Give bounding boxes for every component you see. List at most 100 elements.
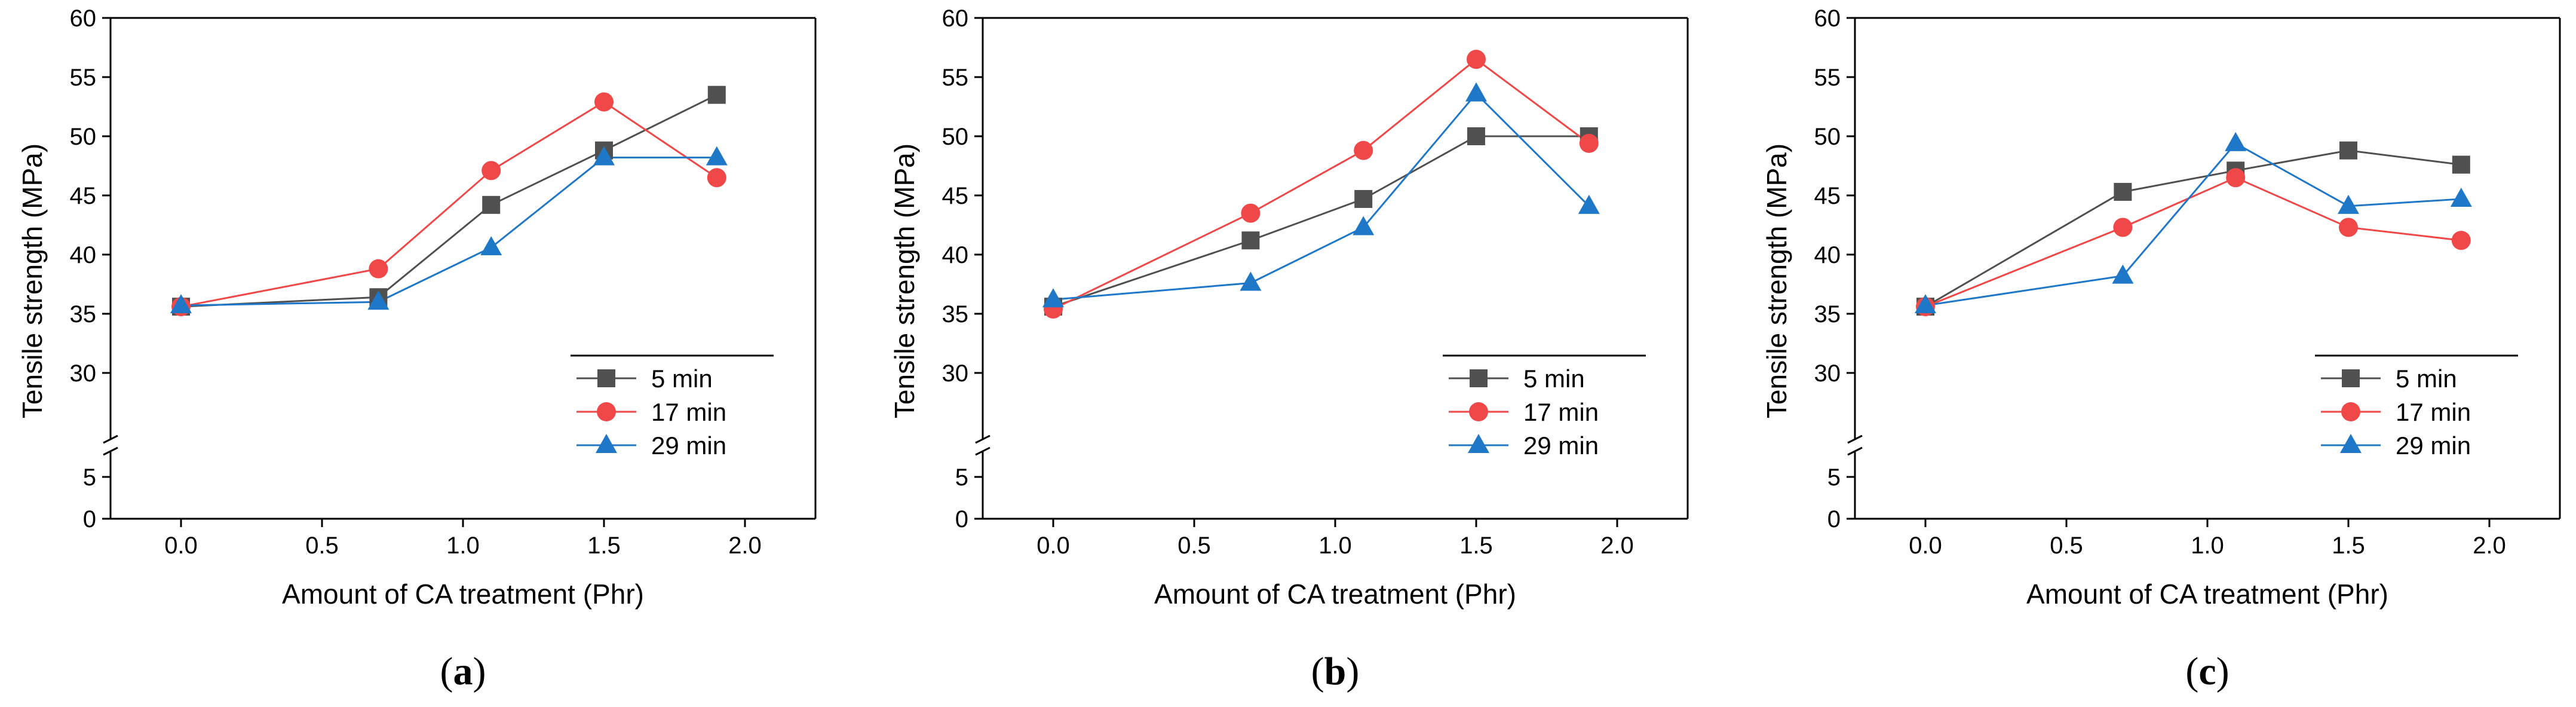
y-tick-label: 50 (1814, 124, 1841, 150)
x-tick-label: 0.0 (1909, 532, 1942, 559)
data-point-5-min (1467, 127, 1485, 145)
data-point-5-min (707, 85, 726, 104)
data-point-29-min (593, 146, 615, 166)
legend-label: 17 min (2396, 398, 2471, 426)
data-point-5-min (2339, 141, 2357, 160)
series-line-17-min (1053, 58, 1590, 310)
panel-label: (c) (2185, 650, 2229, 693)
x-axis-title: Amount of CA treatment (Phr) (2026, 579, 2388, 610)
legend-label: 5 min (2396, 365, 2457, 393)
data-point-17-min (1241, 203, 1261, 223)
legend-marker (2341, 402, 2360, 421)
y-tick-label: 30 (70, 360, 97, 387)
y-tick-label: 5 (955, 464, 968, 491)
axis-break-mark (975, 434, 990, 444)
y-tick-label: 5 (83, 464, 96, 491)
data-point-17-min (2113, 218, 2133, 237)
data-point-29-min (1042, 288, 1064, 308)
y-tick-label: 45 (942, 183, 969, 209)
data-point-29-min (2338, 194, 2359, 214)
series-line-5-min (180, 94, 717, 308)
panel-c: 30 35 40 45 50 55 60 0 5 0.0 0.5 1.0 1.5 2.0 Amount of… (1761, 5, 2561, 693)
x-tick-label: 0.5 (1177, 532, 1211, 559)
panel-letter: c (2198, 650, 2216, 693)
data-point-29-min (1353, 216, 1375, 235)
data-point-17-min (1467, 50, 1486, 69)
data-point-29-min (2450, 187, 2472, 207)
legend-marker (2342, 369, 2360, 387)
x-tick-label: 1.0 (1318, 532, 1352, 559)
x-tick-label: 2.0 (728, 532, 762, 559)
data-point-29-min (480, 236, 502, 256)
legend-label: 29 min (2396, 431, 2471, 460)
legend-label: 29 min (651, 431, 726, 460)
data-point-29-min (1465, 82, 1487, 102)
y-tick-label: 50 (70, 124, 97, 150)
x-tick-label: 0.0 (1036, 532, 1070, 559)
legend-marker (597, 402, 616, 421)
x-axis-title: Amount of CA treatment (Phr) (1154, 579, 1516, 610)
data-point-29-min (1578, 194, 1600, 214)
data-point-17-min (369, 259, 388, 278)
x-tick-label: 1.0 (446, 532, 480, 559)
data-point-29-min (2225, 131, 2247, 151)
data-point-17-min (707, 168, 726, 188)
legend-label: 29 min (1523, 431, 1599, 460)
data-point-5-min (1354, 189, 1373, 208)
panel-label: (b) (1311, 650, 1360, 693)
panel-letter: a (453, 650, 473, 693)
legend-label: 17 min (651, 398, 726, 426)
x-tick-label: 1.5 (587, 532, 621, 559)
data-point-17-min (2451, 231, 2471, 250)
y-tick-label: 0 (83, 506, 96, 532)
legend-marker (1470, 369, 1488, 387)
data-point-17-min (1579, 133, 1599, 153)
data-point-29-min (706, 146, 728, 166)
y-tick-label: 0 (955, 506, 968, 532)
y-tick-label: 55 (70, 65, 97, 91)
y-tick-label: 55 (1814, 65, 1841, 91)
data-point-5-min (2114, 183, 2132, 201)
axis-break-mark (1847, 446, 1863, 456)
data-point-5-min (482, 195, 501, 214)
y-tick-label: 30 (1814, 360, 1841, 387)
legend-label: 5 min (1523, 365, 1585, 393)
data-point-17-min (2339, 218, 2358, 237)
y-tick-label: 5 (1827, 464, 1841, 491)
data-point-17-min (594, 92, 614, 112)
y-axis-title: Tensile strength (MPa) (17, 143, 48, 418)
legend-label: 17 min (1523, 398, 1599, 426)
x-tick-label: 0.0 (164, 532, 198, 559)
y-tick-label: 30 (942, 360, 969, 387)
series-line-29-min (1053, 92, 1590, 301)
axis-break-mark (103, 434, 118, 444)
x-tick-label: 1.5 (2332, 532, 2365, 559)
x-tick-label: 2.0 (2473, 532, 2506, 559)
data-point-17-min (2226, 168, 2246, 188)
data-point-5-min (2452, 155, 2470, 174)
legend-marker (1468, 434, 1489, 453)
y-tick-label: 45 (70, 183, 97, 209)
data-point-29-min (1240, 271, 1262, 291)
y-tick-label: 55 (942, 65, 969, 91)
axis-break-mark (1847, 434, 1863, 444)
x-tick-label: 0.5 (2050, 532, 2083, 559)
panel-a: 30 35 40 45 50 55 60 0 5 0.0 0.5 1.0 1.5 2.0 Amount of… (17, 5, 817, 693)
y-tick-label: 45 (1814, 183, 1841, 209)
y-tick-label: 0 (1827, 506, 1841, 532)
panel-b: 30 35 40 45 50 55 60 0 5 0.0 0.5 1.0 1.5 2.0 Amount of… (889, 5, 1689, 693)
y-tick-label: 40 (942, 242, 969, 268)
x-tick-label: 1.0 (2191, 532, 2224, 559)
x-tick-label: 2.0 (1600, 532, 1634, 559)
axis-break-mark (975, 446, 990, 456)
y-tick-label: 60 (1814, 5, 1841, 32)
data-point-17-min (482, 161, 501, 180)
y-axis-title: Tensile strength (MPa) (1761, 143, 1792, 418)
legend-marker (596, 434, 617, 453)
y-tick-label: 60 (942, 5, 969, 32)
series-line-29-min (180, 157, 717, 307)
panel-label: (a) (440, 650, 486, 693)
y-tick-label: 40 (70, 242, 97, 268)
y-axis-title: Tensile strength (MPa) (889, 143, 920, 418)
